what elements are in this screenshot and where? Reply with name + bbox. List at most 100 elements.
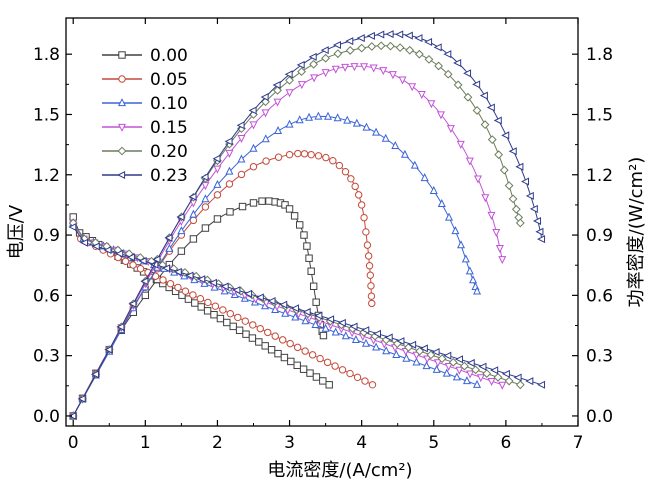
voltage-point [331,362,339,370]
power-point [177,247,186,255]
power-point [260,93,269,102]
power-point [376,41,386,51]
x-tick-label: 0 [68,433,79,453]
power-point [350,63,359,72]
power-point [284,70,293,79]
voltage-point [242,330,250,338]
power-point [68,411,77,420]
power-point [408,83,417,92]
power-point [329,156,337,165]
power-point [281,201,289,209]
voltage-point [444,362,453,371]
power-point [265,197,273,205]
voltage-point [261,342,269,350]
voltage-point [471,365,481,375]
voltage-point [126,253,135,262]
voltage-point [384,333,393,342]
power-point [463,92,473,102]
power-point [272,80,281,90]
power-point [436,111,445,120]
plot-frame [65,17,579,427]
power-point [249,121,258,130]
voltage-point [415,346,425,356]
y-tick-label-right: 1.2 [586,166,613,186]
power-point [294,149,302,158]
power-point [515,218,525,228]
axes-layer: 0 1 2 3 4 5 6 70.0 0.00.3 0.30.6 0.60.9 0.91.2 1.21.… [33,17,613,453]
power-point [525,191,534,200]
x-tick-label: 1 [140,433,151,453]
power-point [354,191,363,199]
voltage-point [271,332,279,340]
voltage-point [255,293,264,302]
voltage-point [493,372,503,382]
voltage-point [267,297,276,306]
voltage-point [433,359,442,368]
power-point [362,228,370,236]
power-point [285,89,294,98]
y-tick-label-right: 1.5 [586,105,613,125]
voltage-point [279,300,288,309]
power-point [274,153,283,161]
power-point [369,64,378,73]
power-point [249,143,258,152]
power-point [285,119,294,128]
power-point [295,115,304,124]
power-point [417,91,426,100]
power-point [296,60,305,69]
voltage-point [487,377,496,386]
voltage-point [162,264,171,273]
voltage-point [302,307,311,316]
power-point [357,43,367,53]
power-point [398,76,407,85]
power-point [352,118,361,127]
x-tick-label: 3 [284,433,295,453]
voltage-point [490,366,499,375]
power-point [487,135,497,145]
power-point [457,240,466,249]
voltage-point [301,316,310,325]
power-point [356,34,365,43]
power-point [300,150,309,158]
legend-marker [118,75,126,83]
power-point [533,216,542,226]
voltage-point [331,327,340,336]
y-tick-label-left: 1.8 [33,45,60,65]
power-point [128,299,137,308]
power-point [237,154,246,163]
power-point [309,59,318,69]
power-point [469,275,478,284]
power-point [495,244,504,254]
voltage-point [443,351,452,360]
power-point [307,267,315,275]
voltage-point [220,282,229,291]
legend-marker [118,51,126,59]
power-point [372,127,381,136]
power-point [444,212,454,221]
power-point [226,208,234,216]
voltage-point [437,354,447,364]
power-point [410,160,419,169]
voltage-point [462,376,471,385]
voltage-point [351,334,360,343]
power-point [366,271,375,279]
power-point [465,157,474,166]
power-point [258,197,266,205]
power-point [443,50,452,59]
voltage-point [314,311,323,320]
power-point [395,30,404,39]
voltage-point [159,276,167,284]
y-tick-label-left: 0.9 [33,226,60,246]
power-point [188,192,197,201]
power-point [77,394,86,403]
x-tick-label: 7 [573,433,584,453]
power-point [305,112,314,121]
voltage-point [460,361,469,371]
power-point [357,201,366,209]
voltage-point [191,299,199,307]
power-point [473,175,482,184]
power-point [367,42,377,51]
power-point [332,40,341,49]
voltage-point [311,319,320,329]
power-point [321,69,330,78]
